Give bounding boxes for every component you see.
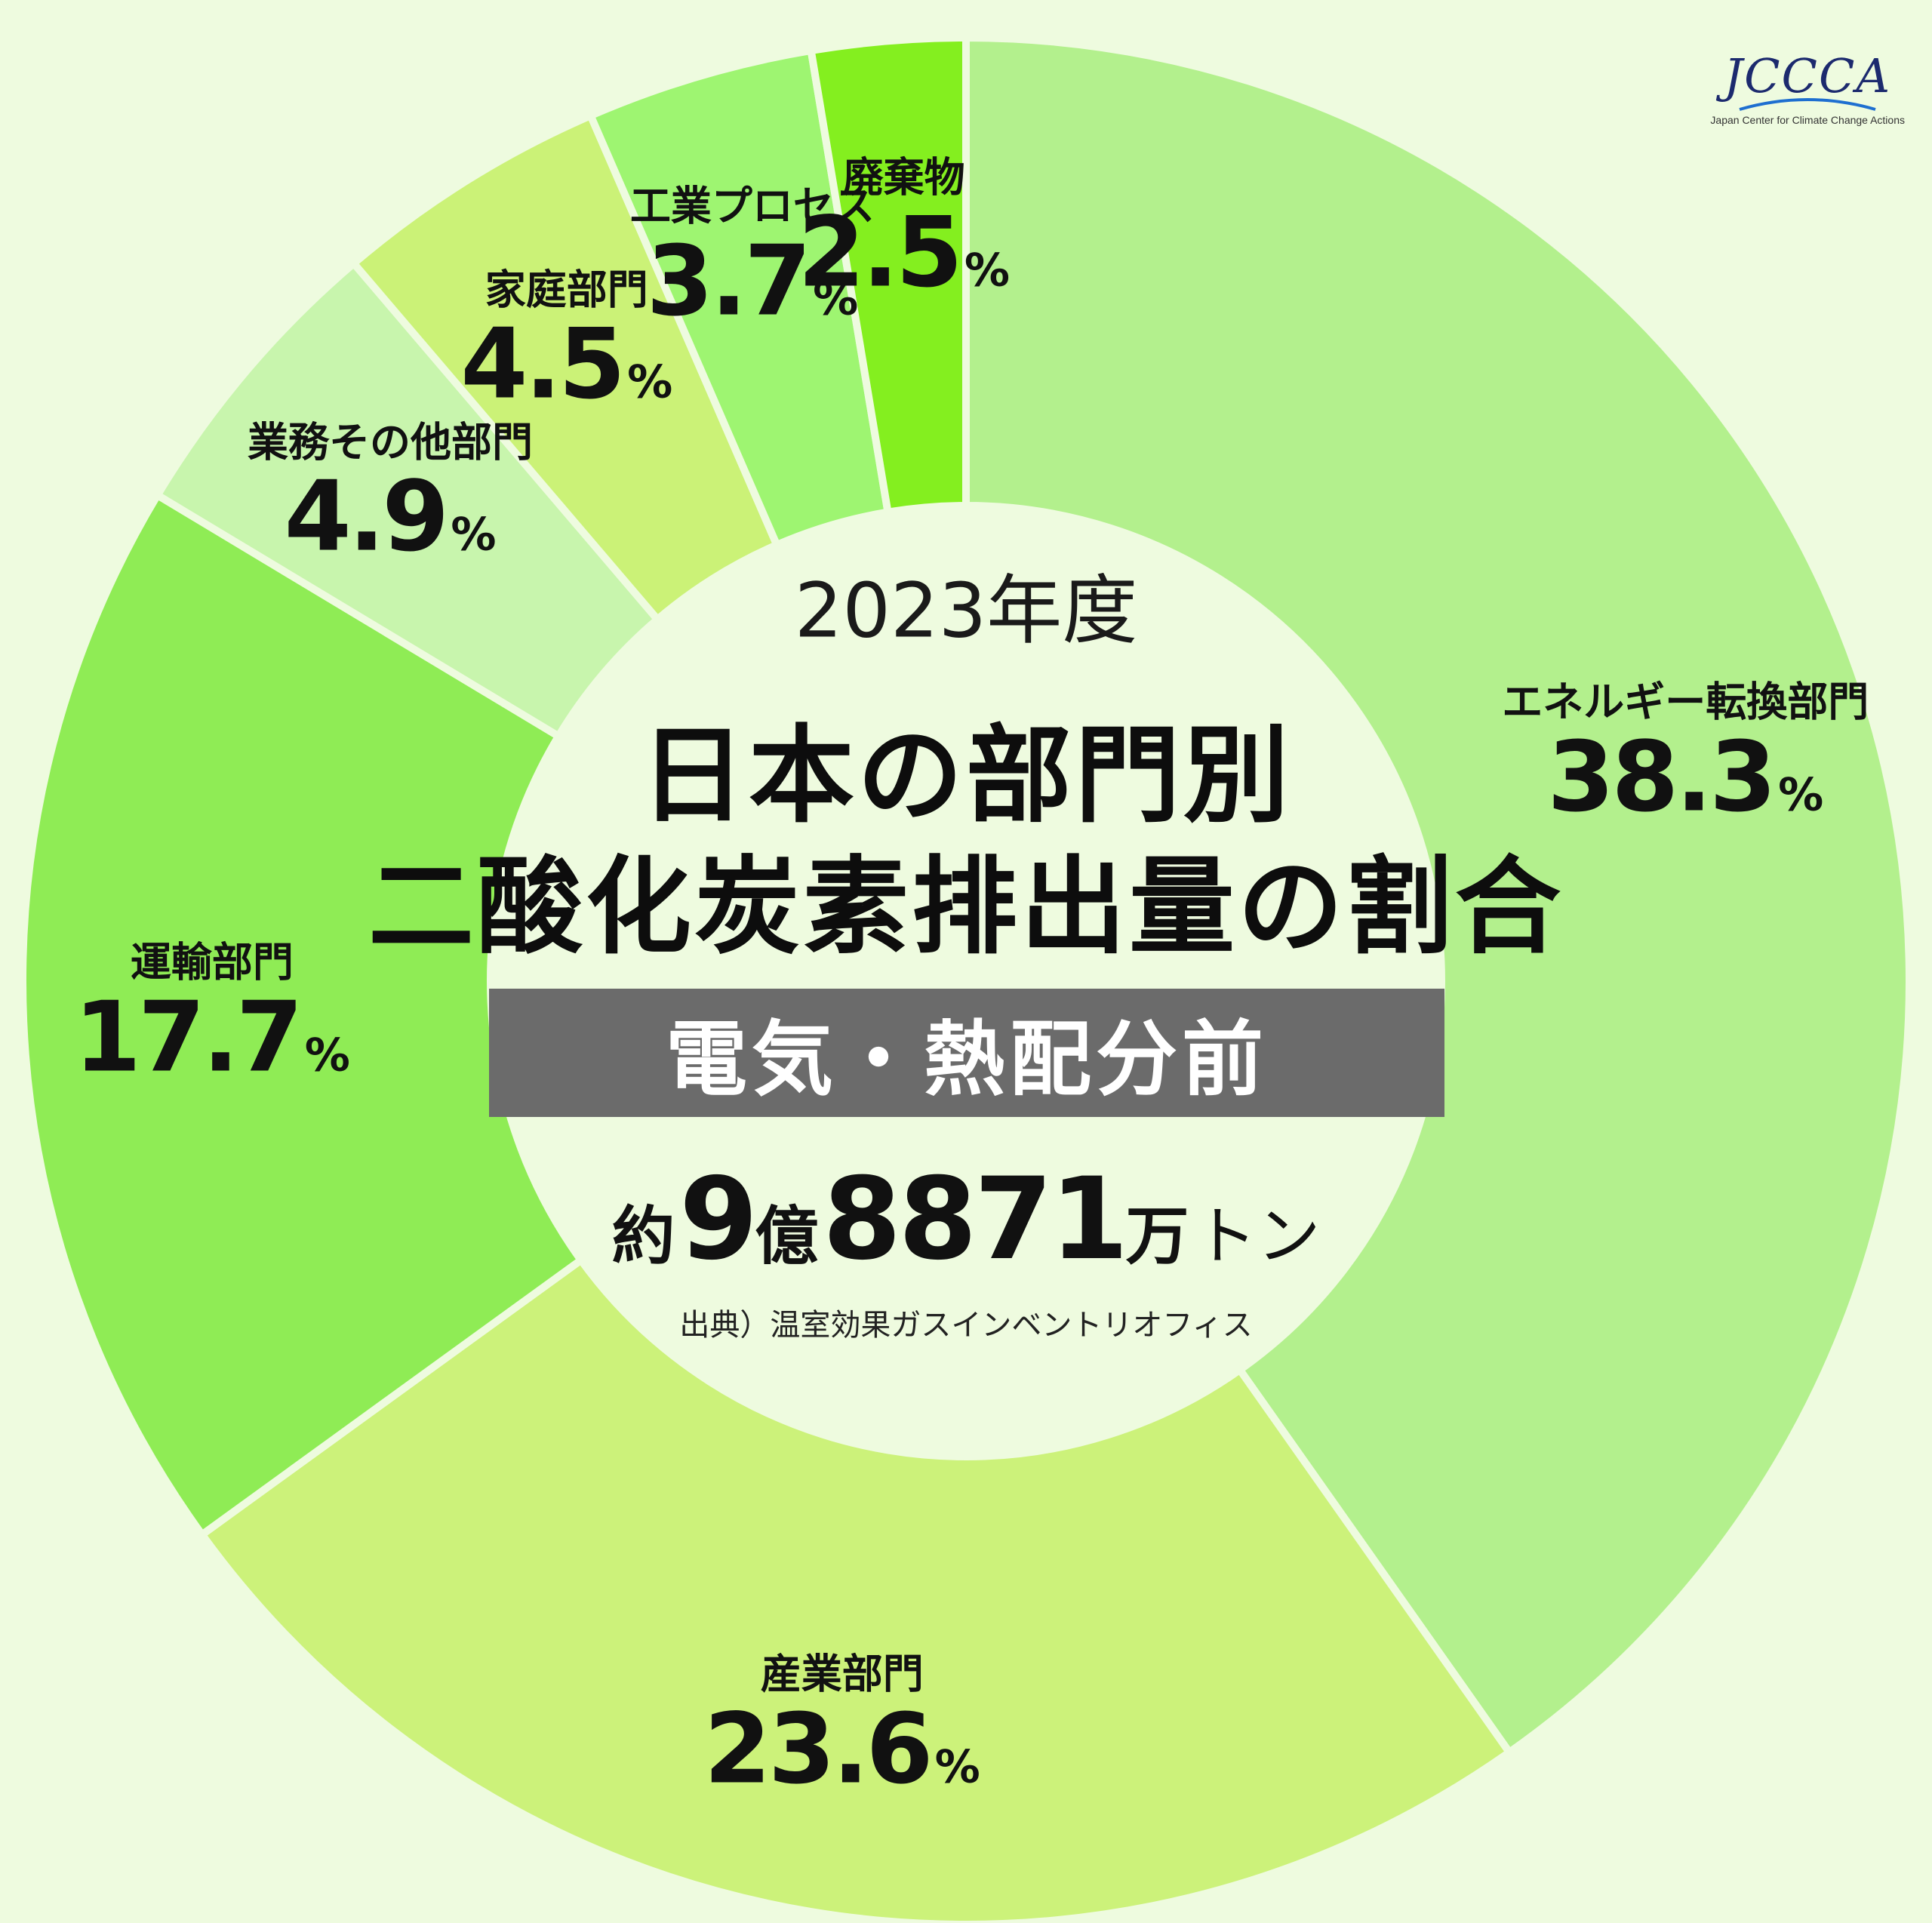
slice-label-1: エネルギー転換部門 38.3% bbox=[1502, 678, 1869, 828]
slice-label-3: 運輸部門 17.7% bbox=[74, 938, 350, 1088]
slice-1 bbox=[962, 33, 1913, 1758]
logo-mark: JCCCA bbox=[1724, 48, 1892, 103]
slice-value-unit: % bbox=[964, 244, 1011, 297]
slice-value: 17.7% bbox=[74, 986, 350, 1088]
slice-value-number: 38.3 bbox=[1547, 721, 1777, 834]
slice-value-unit: % bbox=[304, 1029, 350, 1082]
slice-label-6: 工業プロセス 3.7% bbox=[630, 182, 875, 332]
slice-value-number: 2.5 bbox=[798, 196, 963, 309]
slice-value-unit: % bbox=[1778, 768, 1824, 822]
slice-label-7: 廃棄物 2.5% bbox=[798, 154, 1010, 304]
total-prefix: 約 bbox=[611, 1199, 675, 1273]
total-emissions: 約 9億 8871万トン bbox=[611, 1154, 1320, 1285]
slice-value-unit: % bbox=[813, 272, 859, 326]
slice-7 bbox=[806, 33, 970, 517]
slice-value-number: 4.9 bbox=[284, 460, 450, 574]
slice-value: 4.9% bbox=[248, 466, 533, 568]
chart-year: 2023年度 bbox=[794, 566, 1138, 655]
total-unit-ton: トン bbox=[1193, 1199, 1321, 1273]
total-number-oku: 9 bbox=[679, 1154, 758, 1285]
slice-value-unit: % bbox=[627, 355, 673, 409]
slice-value-unit: % bbox=[451, 508, 497, 562]
slice-value-number: 23.6 bbox=[703, 1693, 934, 1806]
slice-name: 家庭部門 bbox=[485, 265, 648, 313]
logo-arc-icon bbox=[1739, 98, 1876, 111]
total-unit-oku: 億 bbox=[755, 1199, 819, 1273]
slice-name: 工業プロセス bbox=[629, 182, 875, 230]
slice-value: 23.6% bbox=[704, 1699, 980, 1801]
slice-value: 2.5% bbox=[798, 202, 1011, 304]
slice-name: 産業部門 bbox=[760, 1650, 924, 1698]
slice-value-number: 17.7 bbox=[73, 981, 303, 1094]
slice-value-unit: % bbox=[934, 1740, 980, 1794]
jccca-logo: JCCCA Japan Center for Climate Change Ac… bbox=[1710, 48, 1905, 127]
slice-name: 業務その他部門 bbox=[248, 417, 534, 466]
slice-value-number: 4.5 bbox=[460, 308, 626, 421]
condition-badge: 電気・熱配分前 bbox=[489, 989, 1444, 1117]
slice-value: 3.7% bbox=[630, 230, 875, 332]
slice-name: エネルギー転換部門 bbox=[1502, 678, 1869, 726]
slice-2 bbox=[196, 1254, 1515, 1923]
logo-caption: Japan Center for Climate Change Actions bbox=[1710, 114, 1905, 126]
source-note: 出典）温室効果ガスインベントリオフィス bbox=[679, 1308, 1253, 1343]
slice-label-2: 産業部門 23.6% bbox=[704, 1651, 980, 1801]
total-unit-man: 万 bbox=[1125, 1199, 1189, 1273]
chart-title-line-1: 日本の部門別 bbox=[639, 715, 1293, 838]
chart-title-line-2: 二酸化炭素排出量の割合 bbox=[368, 846, 1564, 969]
slice-name: 廃棄物 bbox=[842, 153, 965, 202]
slice-value: 38.3% bbox=[1502, 726, 1869, 828]
total-number-man: 8871 bbox=[823, 1154, 1128, 1285]
slice-name: 運輸部門 bbox=[130, 938, 294, 986]
slice-label-5: 家庭部門 4.5% bbox=[460, 266, 672, 416]
slice-value: 4.5% bbox=[460, 314, 673, 416]
slice-value-number: 3.7 bbox=[646, 225, 811, 338]
slice-label-4: 業務その他部門 4.9% bbox=[248, 418, 533, 568]
